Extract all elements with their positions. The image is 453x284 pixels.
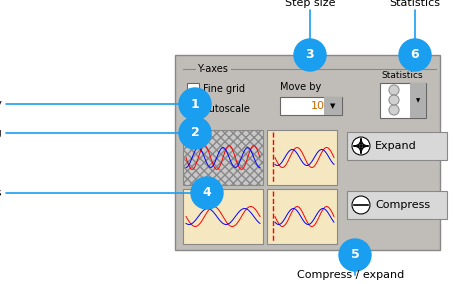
Text: Scaling modes: Scaling modes <box>0 188 2 198</box>
Text: Y-axes: Y-axes <box>197 64 228 74</box>
Text: ✓: ✓ <box>189 104 197 114</box>
Circle shape <box>191 177 223 209</box>
Bar <box>187 83 199 95</box>
Bar <box>267 189 337 244</box>
Bar <box>380 83 426 118</box>
Text: Statistics: Statistics <box>390 0 440 8</box>
Text: ▼: ▼ <box>416 98 420 103</box>
Bar <box>324 97 342 115</box>
Circle shape <box>389 105 399 115</box>
Circle shape <box>339 239 371 271</box>
Text: 5: 5 <box>351 248 359 262</box>
Bar <box>280 97 342 115</box>
Text: Fine grid: Fine grid <box>203 84 245 94</box>
Circle shape <box>389 95 399 105</box>
Circle shape <box>399 39 431 71</box>
Text: 10: 10 <box>311 101 325 111</box>
Text: 6: 6 <box>411 49 419 62</box>
Circle shape <box>179 88 211 120</box>
Text: Move by: Move by <box>280 82 321 92</box>
Bar <box>187 103 199 115</box>
Bar <box>347 191 447 219</box>
Circle shape <box>389 85 399 95</box>
Text: Compress: Compress <box>375 200 430 210</box>
Text: 4: 4 <box>202 187 212 199</box>
Bar <box>410 83 426 118</box>
Bar <box>183 130 263 185</box>
Circle shape <box>352 137 370 155</box>
Bar <box>347 132 447 160</box>
Text: Grid density: Grid density <box>0 99 2 109</box>
Circle shape <box>352 196 370 214</box>
Text: Compress / expand: Compress / expand <box>297 270 405 280</box>
Bar <box>175 55 440 250</box>
Text: 3: 3 <box>306 49 314 62</box>
Bar <box>183 189 263 244</box>
Text: Permanent autoscaling: Permanent autoscaling <box>0 128 2 138</box>
Text: 1: 1 <box>191 97 199 110</box>
Text: Step size: Step size <box>285 0 335 8</box>
Circle shape <box>179 117 211 149</box>
Text: Statistics: Statistics <box>381 70 423 80</box>
Text: Autoscale: Autoscale <box>203 104 251 114</box>
Text: 2: 2 <box>191 126 199 139</box>
Circle shape <box>294 39 326 71</box>
Bar <box>267 130 337 185</box>
Text: ▼: ▼ <box>330 103 336 109</box>
Text: Expand: Expand <box>375 141 417 151</box>
